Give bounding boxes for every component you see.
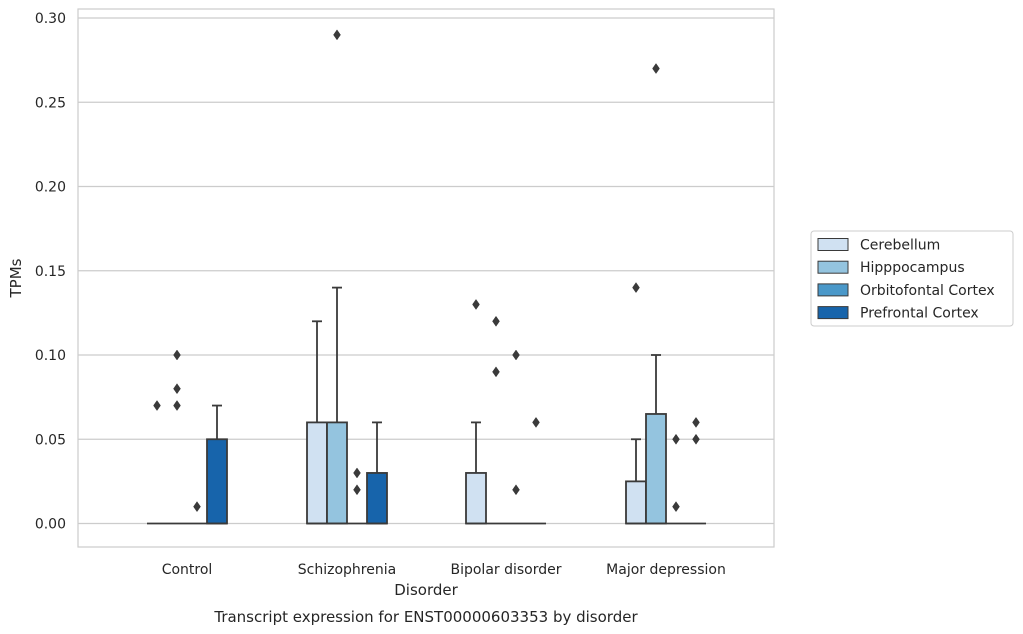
- box-body: [306, 421, 328, 525]
- y-tick-label: 0.15: [35, 264, 66, 280]
- outlier-point: [333, 29, 341, 41]
- outlier-point: [692, 433, 700, 445]
- outlier-point: [173, 400, 181, 411]
- box: [326, 29, 348, 525]
- box-series: [147, 29, 706, 525]
- legend: Cerebellum Hipppocampus Orbitofontal Corte…: [810, 230, 1014, 327]
- box-body: [326, 421, 348, 525]
- box: [686, 416, 706, 525]
- box: [366, 421, 388, 525]
- legend-swatch: [817, 238, 849, 251]
- x-tick-label: Bipolar disorder: [450, 562, 561, 578]
- x-tick-label: Major depression: [606, 562, 726, 578]
- series-group: [187, 349, 686, 525]
- y-tick-label: 0.05: [35, 432, 66, 448]
- box-body: [625, 480, 647, 525]
- series-group: [206, 404, 706, 525]
- legend-swatch: [817, 283, 849, 297]
- legend-swatch: [817, 260, 849, 274]
- box: [645, 63, 667, 525]
- y-tick-label: 0.00: [35, 517, 66, 533]
- outlier-point: [532, 416, 540, 428]
- y-tick-label: 0.25: [35, 95, 66, 111]
- x-tick-label: Schizophrenia: [298, 562, 396, 578]
- x-tick-label: Control: [162, 562, 213, 578]
- legend-swatch: [817, 306, 849, 320]
- box: [526, 416, 546, 525]
- y-tick-label: 0.30: [35, 11, 66, 27]
- box-body: [206, 438, 228, 525]
- gridlines: [78, 17, 774, 525]
- outlier-point: [512, 349, 520, 361]
- box-body: [366, 472, 388, 525]
- y-tick-label: 0.10: [35, 348, 66, 364]
- box: [306, 320, 328, 525]
- y-axis-ticks: 0.00 0.05 0.10 0.15 0.20 0.25 0.30: [35, 11, 66, 533]
- legend-label: Prefrontal Cortex: [860, 306, 979, 322]
- box: [206, 404, 228, 525]
- outlier-point: [672, 433, 680, 445]
- box: [666, 433, 686, 525]
- box: [506, 349, 526, 525]
- outlier-point: [153, 400, 161, 411]
- outlier-point: [353, 484, 361, 496]
- outlier-point: [472, 299, 480, 310]
- box: [625, 282, 647, 525]
- box: [147, 400, 167, 525]
- chart-caption: Transcript expression for ENST0000060335…: [213, 608, 638, 626]
- legend-label: Hipppocampus: [860, 260, 965, 276]
- box: [465, 299, 487, 525]
- outlier-point: [173, 349, 181, 361]
- outlier-point: [512, 484, 520, 496]
- outlier-point: [492, 366, 500, 378]
- outlier-point: [173, 383, 181, 395]
- legend-label: Cerebellum: [860, 238, 940, 254]
- series-group: [167, 29, 667, 525]
- outlier-point: [193, 501, 201, 513]
- x-axis-title: Disorder: [394, 581, 458, 599]
- box: [347, 467, 367, 525]
- legend-frame: [810, 230, 1014, 327]
- series-group: [147, 282, 647, 525]
- plot-frame: [77, 8, 775, 548]
- legend-items: Cerebellum Hipppocampus Orbitofontal Corte…: [817, 238, 995, 322]
- box-body: [465, 472, 487, 525]
- outlier-point: [692, 416, 700, 428]
- outlier-point: [492, 315, 500, 327]
- outlier-point: [632, 282, 640, 294]
- box: [187, 501, 207, 525]
- y-tick-label: 0.20: [35, 180, 66, 196]
- legend-label: Orbitofontal Cortex: [860, 283, 995, 299]
- outlier-point: [353, 467, 361, 479]
- box: [167, 349, 187, 525]
- y-axis-title: TPMs: [7, 258, 25, 298]
- box: [486, 315, 506, 525]
- box-body: [645, 413, 667, 525]
- outlier-point: [652, 63, 660, 74]
- outlier-point: [672, 501, 680, 513]
- x-axis-ticks: Control Schizophrenia Bipolar disorder Majo…: [162, 562, 726, 578]
